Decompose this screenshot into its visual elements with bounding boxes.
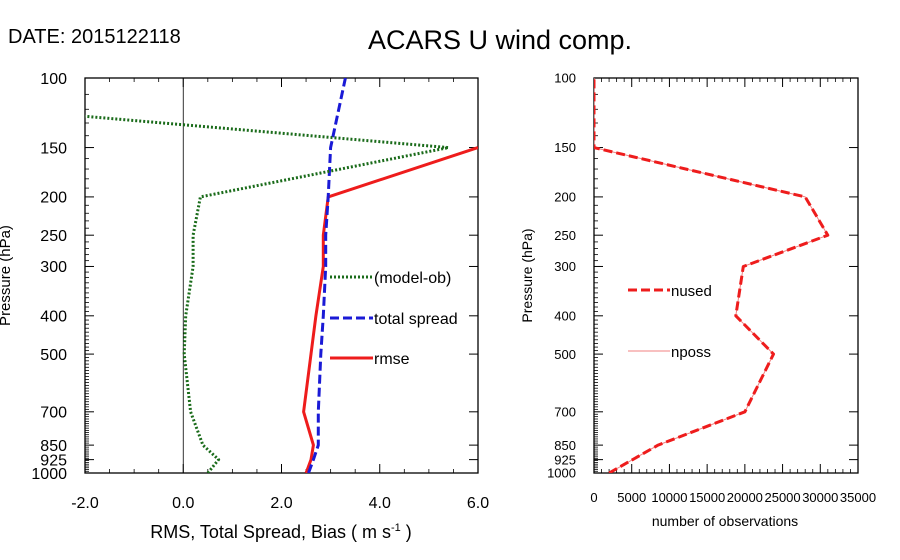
y-tick-label: 250 — [554, 228, 576, 243]
series-line-modelob — [85, 114, 450, 473]
y-tick-label: 200 — [40, 190, 67, 207]
y-axis-label: Pressure (hPa) — [0, 225, 14, 326]
x-tick-label: 4.0 — [369, 495, 391, 512]
x-axis-label: number of observations — [652, 513, 798, 529]
legend-label: rmse — [374, 351, 410, 368]
legend-label: nposs — [671, 344, 711, 361]
x-tick-label: 35000 — [840, 490, 876, 505]
y-tick-label: 700 — [40, 405, 67, 422]
chart-title: ACARS U wind comp. — [368, 25, 632, 55]
plot-frame — [593, 77, 859, 474]
series-line-totalspread — [307, 78, 347, 473]
y-tick-label: 400 — [40, 309, 67, 326]
y-tick-label: 1000 — [547, 466, 576, 481]
y-tick-label: 850 — [554, 438, 576, 453]
y-axis-label: Pressure (hPa) — [519, 228, 535, 322]
x-tick-label: 0 — [590, 490, 597, 505]
y-tick-label: 250 — [40, 228, 67, 245]
y-tick-label: 150 — [554, 140, 576, 155]
x-tick-label: 10000 — [651, 490, 687, 505]
y-tick-label: 850 — [40, 438, 67, 455]
x-tick-label: 6.0 — [467, 495, 489, 512]
x-tick-label: 15000 — [689, 490, 725, 505]
y-tick-label: 300 — [40, 259, 67, 276]
y-tick-label: 925 — [554, 452, 576, 467]
x-tick-label: 5000 — [617, 490, 646, 505]
y-tick-label: 100 — [554, 71, 576, 86]
x-tick-label: 25000 — [764, 490, 800, 505]
x-tick-label: -2.0 — [71, 495, 99, 512]
series-line-rmse — [302, 146, 478, 473]
y-tick-label: 500 — [554, 347, 576, 362]
x-tick-label: 0.0 — [172, 495, 194, 512]
y-tick-label: 700 — [554, 404, 576, 419]
legend-label: (model-ob) — [374, 270, 451, 287]
x-axis-label: RMS, Total Spread, Bias ( m s-1 ) — [150, 522, 412, 542]
y-tick-label: 500 — [40, 347, 67, 364]
y-tick-label: 100 — [40, 71, 67, 88]
x-tick-label: 2.0 — [270, 495, 292, 512]
series-group — [85, 78, 478, 473]
y-tick-label: 150 — [40, 140, 67, 157]
series-line-nused — [594, 78, 830, 473]
legend-label: nused — [671, 283, 712, 300]
series-line-nposs — [594, 78, 829, 473]
y-tick-label: 300 — [554, 259, 576, 274]
y-tick-label: 925 — [40, 452, 67, 469]
series-group — [594, 78, 830, 473]
y-tick-label: 400 — [554, 308, 576, 323]
y-tick-label: 1000 — [31, 466, 67, 483]
x-tick-label: 20000 — [727, 490, 763, 505]
x-tick-label: 30000 — [802, 490, 838, 505]
date-label: DATE: 2015122118 — [8, 26, 181, 48]
y-tick-label: 200 — [554, 190, 576, 205]
legend-label: total spread — [374, 311, 458, 328]
